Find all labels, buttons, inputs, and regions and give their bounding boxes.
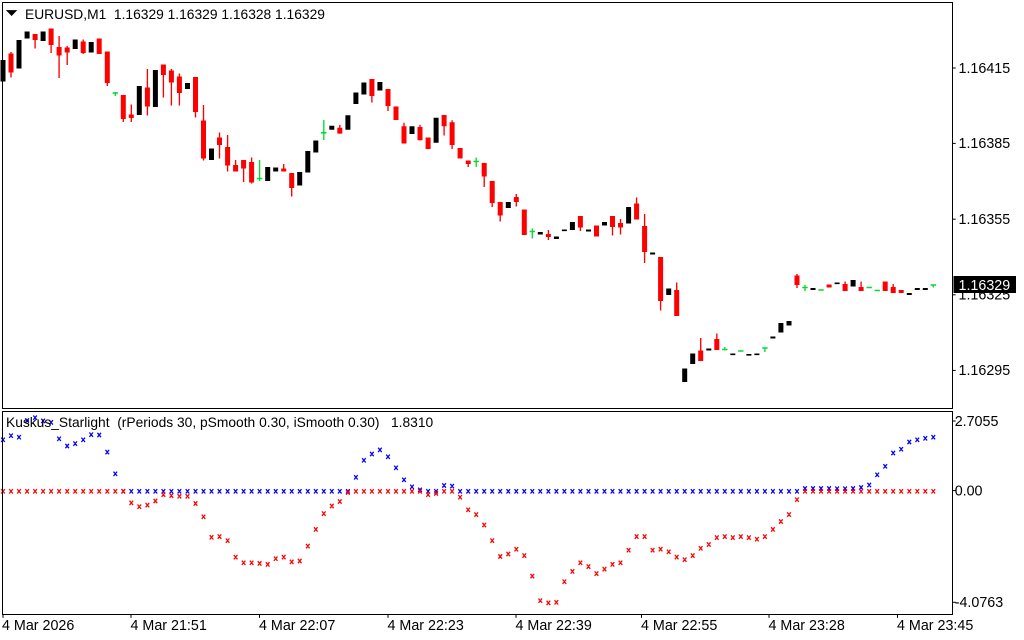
svg-text:2.7055: 2.7055 [955, 414, 999, 430]
svg-text:4 Mar 23:28: 4 Mar 23:28 [769, 618, 845, 634]
svg-text:4 Mar 22:23: 4 Mar 22:23 [388, 618, 464, 634]
svg-text:EURUSD,M1 1.16329 1.16329 1.1: EURUSD,M1 1.16329 1.16329 1.16328 1.1632… [25, 7, 325, 22]
svg-text:4 Mar 22:39: 4 Mar 22:39 [516, 618, 592, 634]
svg-text:1.16295: 1.16295 [959, 363, 1011, 379]
svg-text:4 Mar 22:07: 4 Mar 22:07 [259, 618, 335, 634]
svg-text:4 Mar 22:55: 4 Mar 22:55 [641, 618, 717, 634]
svg-text:4 Mar 23:45: 4 Mar 23:45 [897, 618, 973, 634]
svg-text:1.16415: 1.16415 [959, 61, 1011, 77]
svg-text:1.16385: 1.16385 [959, 136, 1011, 152]
svg-text:4 Mar 21:51: 4 Mar 21:51 [131, 618, 207, 634]
svg-text:-4.0763: -4.0763 [955, 595, 1004, 611]
svg-text:1.16329: 1.16329 [959, 278, 1011, 294]
svg-text:0.00: 0.00 [955, 483, 983, 499]
svg-text:1.16355: 1.16355 [959, 212, 1011, 228]
svg-text:4 Mar 2026: 4 Mar 2026 [2, 618, 74, 634]
svg-text:Kuskus_Starlight (rPeriods 30: Kuskus_Starlight (rPeriods 30, pSmooth 0… [6, 415, 434, 430]
